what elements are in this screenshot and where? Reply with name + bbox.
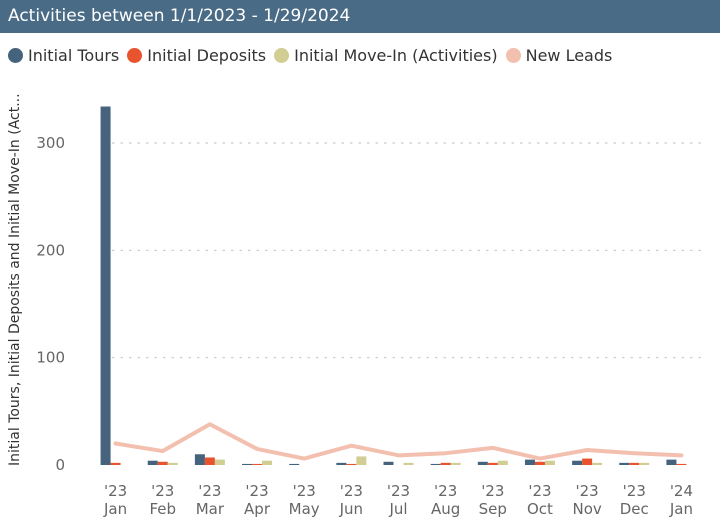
x-tick-month: May: [289, 500, 320, 518]
bar-initial-tours: [336, 462, 347, 465]
y-tick-label: 200: [36, 241, 65, 259]
x-tick-year: '23: [151, 482, 174, 500]
x-tick-month: Feb: [149, 500, 176, 518]
legend-item-initial-deposits[interactable]: Initial Deposits: [127, 46, 266, 65]
x-tick-year: '23: [293, 482, 316, 500]
legend-marker-icon: [505, 47, 521, 63]
x-tick-month: Mar: [196, 500, 225, 518]
bar-initial-deposits: [204, 457, 215, 465]
legend-item-new-leads[interactable]: New Leads: [505, 45, 613, 65]
y-tick-label: 300: [36, 134, 65, 152]
legend-item-initial-move-in[interactable]: Initial Move-In (Activities): [274, 45, 498, 65]
title-bar: Activities between 1/1/2023 - 1/29/2024: [0, 0, 720, 33]
bar-initial-tours: [572, 460, 583, 465]
x-tick-year: '23: [104, 482, 127, 500]
bar-initial-move-in-activities: [167, 462, 178, 465]
bar-initial-move-in-activities: [356, 456, 367, 465]
x-tick-year: '23: [245, 482, 268, 500]
bar-initial-deposits: [582, 458, 593, 465]
bar-initial-move-in-activities: [403, 462, 414, 465]
bar-initial-deposits: [534, 461, 545, 465]
x-tick-month: Dec: [620, 500, 649, 518]
bar-initial-tours: [619, 462, 630, 465]
chart-title: Activities between 1/1/2023 - 1/29/2024: [8, 6, 351, 26]
x-tick-month: Oct: [527, 500, 553, 518]
bar-initial-tours: [477, 461, 488, 465]
bar-initial-deposits: [487, 462, 498, 465]
x-tick-year: '23: [198, 482, 221, 500]
bar-initial-move-in-activities: [497, 460, 508, 465]
legend-marker-icon: [8, 47, 23, 63]
bar-initial-deposits: [676, 463, 687, 465]
bar-initial-tours: [242, 463, 253, 465]
x-tick-year: '23: [387, 482, 410, 500]
bar-initial-tours: [524, 459, 535, 465]
bar-initial-move-in-activities: [592, 462, 603, 465]
bar-initial-move-in-activities: [450, 462, 461, 465]
line-new-leads: [113, 422, 684, 461]
legend-label: Initial Move-In (Activities): [294, 45, 498, 65]
y-tick-label: 0: [55, 456, 65, 474]
bar-initial-deposits: [440, 462, 451, 465]
bar-initial-tours: [666, 459, 677, 465]
x-tick-year: '24: [670, 482, 693, 500]
legend-label: Initial Tours: [28, 45, 120, 65]
x-tick-year: '23: [623, 482, 646, 500]
x-tick-month: Jun: [339, 500, 363, 518]
legend-label: Initial Deposits: [147, 45, 267, 65]
x-tick-year: '23: [481, 482, 504, 500]
bar-initial-deposits: [346, 463, 357, 465]
y-tick-label: 100: [36, 349, 65, 367]
legend-item-initial-tours[interactable]: Initial Tours: [8, 46, 119, 65]
bar-initial-deposits: [157, 461, 168, 465]
bar-initial-deposits: [629, 462, 640, 465]
bar-initial-tours: [194, 454, 205, 465]
x-tick-year: '23: [434, 482, 457, 500]
x-tick-year: '23: [528, 482, 551, 500]
bar-initial-tours: [289, 463, 300, 465]
x-tick-month: Nov: [572, 500, 601, 518]
x-tick-month: Apr: [244, 500, 271, 518]
bar-initial-move-in-activities: [214, 459, 225, 465]
bar-initial-tours: [100, 106, 111, 466]
bar-initial-deposits: [252, 463, 263, 465]
x-tick-year: '23: [340, 482, 363, 500]
x-tick-month: Jan: [103, 500, 127, 518]
legend-marker-icon: [274, 47, 290, 63]
x-tick-month: Jan: [669, 500, 693, 518]
legend-label: New Leads: [525, 45, 613, 65]
x-tick-month: Sep: [479, 500, 507, 518]
x-tick-month: Aug: [431, 500, 460, 518]
bar-initial-tours: [147, 460, 158, 465]
legend: Initial Tours Initial Deposits Initial M…: [8, 44, 620, 66]
x-tick-year: '23: [576, 482, 599, 500]
bar-initial-move-in-activities: [639, 462, 650, 465]
bar-initial-move-in-activities: [544, 460, 555, 465]
x-tick-month: Jul: [388, 500, 407, 518]
bar-initial-tours: [383, 461, 394, 465]
bar-initial-tours: [430, 463, 441, 465]
bar-initial-move-in-activities: [262, 460, 273, 465]
legend-marker-icon: [127, 47, 143, 63]
bar-initial-deposits: [110, 462, 121, 465]
